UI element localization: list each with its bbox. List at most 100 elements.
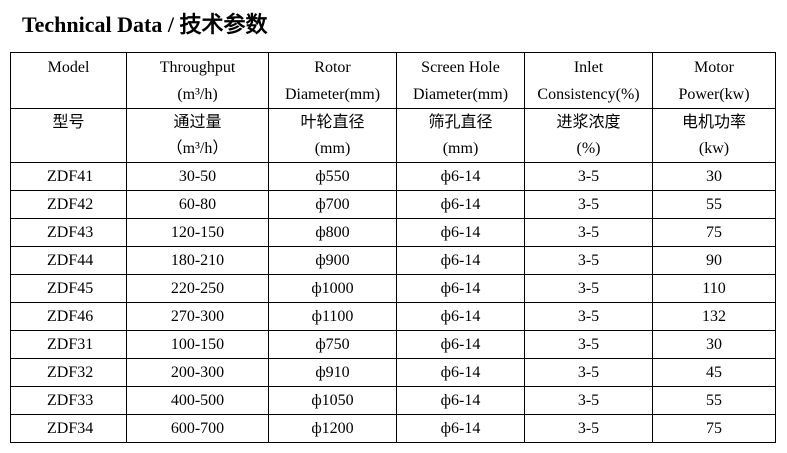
motor-power-cell: 110 xyxy=(652,274,776,303)
throughput-cell: 600-700 xyxy=(126,414,269,443)
header-row-chinese: 型号 通过量 （m³/h） 叶轮直径 (mm) 筛孔直径 (mm) 进浆浓度 (… xyxy=(10,108,776,163)
header-cell: Throughput (m³/h) xyxy=(126,52,269,109)
header-line: 筛孔直径 xyxy=(428,113,493,131)
header-line: （m³/h） xyxy=(166,139,229,157)
throughput-cell: 60-80 xyxy=(126,190,269,219)
throughput-cell: 400-500 xyxy=(126,386,269,415)
header-line: Inlet xyxy=(573,58,604,76)
header-cell: Inlet Consistency(%) xyxy=(524,52,653,109)
model-cell: ZDF43 xyxy=(10,218,127,247)
throughput-cell: 200-300 xyxy=(126,358,269,387)
header-cell: 电机功率 (kw) xyxy=(652,108,776,163)
screen-hole-cell: ф6-14 xyxy=(396,246,525,275)
throughput-cell: 220-250 xyxy=(126,274,269,303)
header-line: (kw) xyxy=(698,139,730,157)
table-row: ZDF44 180-210 ф900 ф6-14 3-5 90 xyxy=(10,246,776,275)
header-cell: 叶轮直径 (mm) xyxy=(268,108,397,163)
model-cell: ZDF46 xyxy=(10,302,127,331)
header-cell: Rotor Diameter(mm) xyxy=(268,52,397,109)
page-title: Technical Data / 技术参数 xyxy=(22,12,268,37)
motor-power-cell: 55 xyxy=(652,190,776,219)
header-line: 型号 xyxy=(52,113,85,131)
model-cell: ZDF31 xyxy=(10,330,127,359)
model-cell: ZDF42 xyxy=(10,190,127,219)
table-row: ZDF41 30-50 ф550 ф6-14 3-5 30 xyxy=(10,162,776,191)
header-line: Model xyxy=(47,58,90,76)
throughput-cell: 120-150 xyxy=(126,218,269,247)
header-line: Power(kw) xyxy=(678,85,750,103)
header-line: Throughput xyxy=(159,58,236,76)
header-cell: 型号 xyxy=(10,108,127,163)
model-cell: ZDF41 xyxy=(10,162,127,191)
header-cell: Model xyxy=(10,52,127,109)
table-row: ZDF33 400-500 ф1050 ф6-14 3-5 55 xyxy=(10,386,776,415)
header-line: 电机功率 xyxy=(681,113,746,131)
rotor-diameter-cell: ф1200 xyxy=(268,414,397,443)
header-line: Motor xyxy=(694,58,734,76)
table-row: ZDF42 60-80 ф700 ф6-14 3-5 55 xyxy=(10,190,776,219)
header-line: Rotor xyxy=(314,58,351,76)
screen-hole-cell: ф6-14 xyxy=(396,358,525,387)
header-cell: 进浆浓度 (%) xyxy=(524,108,653,163)
rotor-diameter-cell: ф910 xyxy=(268,358,397,387)
rotor-diameter-cell: ф1100 xyxy=(268,302,397,331)
consistency-cell: 3-5 xyxy=(524,330,653,359)
screen-hole-cell: ф6-14 xyxy=(396,190,525,219)
header-line xyxy=(12,136,126,162)
consistency-cell: 3-5 xyxy=(524,246,653,275)
consistency-cell: 3-5 xyxy=(524,302,653,331)
consistency-cell: 3-5 xyxy=(524,162,653,191)
header-cell: Screen Hole Diameter(mm) xyxy=(396,52,525,109)
throughput-cell: 30-50 xyxy=(126,162,269,191)
consistency-cell: 3-5 xyxy=(524,358,653,387)
header-line: 通过量 xyxy=(173,113,222,131)
header-cell: 筛孔直径 (mm) xyxy=(396,108,525,163)
table-row: ZDF46 270-300 ф1100 ф6-14 3-5 132 xyxy=(10,302,776,331)
consistency-cell: 3-5 xyxy=(524,218,653,247)
motor-power-cell: 45 xyxy=(652,358,776,387)
table-row: ZDF43 120-150 ф800 ф6-14 3-5 75 xyxy=(10,218,776,247)
header-cell: Motor Power(kw) xyxy=(652,52,776,109)
throughput-cell: 180-210 xyxy=(126,246,269,275)
motor-power-cell: 75 xyxy=(652,414,776,443)
model-cell: ZDF44 xyxy=(10,246,127,275)
table-row: ZDF31 100-150 ф750 ф6-14 3-5 30 xyxy=(10,330,776,359)
motor-power-cell: 30 xyxy=(652,330,776,359)
header-line: Diameter(mm) xyxy=(412,85,509,103)
consistency-cell: 3-5 xyxy=(524,190,653,219)
header-line: (m³/h) xyxy=(177,85,218,103)
header-line: Diameter(mm) xyxy=(284,85,381,103)
motor-power-cell: 90 xyxy=(652,246,776,275)
header-row-english: Model Throughput (m³/h) Rotor Diameter(m… xyxy=(10,52,776,109)
model-cell: ZDF32 xyxy=(10,358,127,387)
motor-power-cell: 132 xyxy=(652,302,776,331)
rotor-diameter-cell: ф550 xyxy=(268,162,397,191)
model-cell: ZDF34 xyxy=(10,414,127,443)
header-line: Consistency(%) xyxy=(537,85,640,103)
header-line: (mm) xyxy=(314,139,351,157)
table-row: ZDF45 220-250 ф1000 ф6-14 3-5 110 xyxy=(10,274,776,303)
technical-data-table: Model Throughput (m³/h) Rotor Diameter(m… xyxy=(10,52,776,443)
model-cell: ZDF33 xyxy=(10,386,127,415)
screen-hole-cell: ф6-14 xyxy=(396,218,525,247)
model-cell: ZDF45 xyxy=(10,274,127,303)
header-line: (mm) xyxy=(442,139,479,157)
header-cell: 通过量 （m³/h） xyxy=(126,108,269,163)
header-line xyxy=(12,81,126,108)
rotor-diameter-cell: ф800 xyxy=(268,218,397,247)
header-line: 进浆浓度 xyxy=(556,113,621,131)
header-line: Screen Hole xyxy=(421,58,500,76)
screen-hole-cell: ф6-14 xyxy=(396,302,525,331)
table-row: ZDF32 200-300 ф910 ф6-14 3-5 45 xyxy=(10,358,776,387)
screen-hole-cell: ф6-14 xyxy=(396,274,525,303)
rotor-diameter-cell: ф900 xyxy=(268,246,397,275)
throughput-cell: 270-300 xyxy=(126,302,269,331)
table-row: ZDF34 600-700 ф1200 ф6-14 3-5 75 xyxy=(10,414,776,443)
rotor-diameter-cell: ф700 xyxy=(268,190,397,219)
motor-power-cell: 75 xyxy=(652,218,776,247)
header-line: (%) xyxy=(576,139,601,157)
rotor-diameter-cell: ф750 xyxy=(268,330,397,359)
throughput-cell: 100-150 xyxy=(126,330,269,359)
motor-power-cell: 30 xyxy=(652,162,776,191)
screen-hole-cell: ф6-14 xyxy=(396,414,525,443)
